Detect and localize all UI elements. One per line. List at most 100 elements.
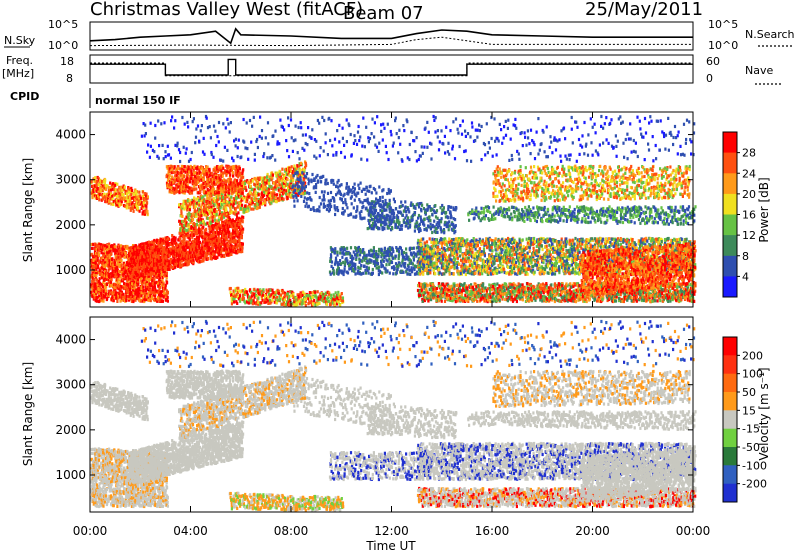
power-cell: [178, 191, 180, 194]
power-cell: [145, 205, 147, 208]
power-cell: [152, 288, 154, 291]
power-cell: [193, 166, 195, 169]
power-cell: [101, 180, 103, 183]
power-cell: [129, 197, 131, 200]
date-label: 25/May/2011: [585, 0, 703, 20]
power-cell: [181, 215, 183, 218]
power-cell: [138, 191, 140, 194]
nsky-series: [90, 29, 693, 43]
power-cell: [153, 242, 155, 245]
power-cell: [146, 210, 148, 213]
power-cell: [279, 183, 281, 186]
power-cell: [225, 235, 227, 238]
power-cell: [245, 189, 247, 192]
power-cell: [242, 243, 244, 246]
power-cell: [133, 210, 135, 213]
power-cell: [129, 288, 131, 291]
power-cell: [223, 248, 225, 251]
power-cell: [144, 292, 146, 295]
power-cell: [141, 274, 143, 277]
power-cell: [96, 300, 98, 303]
power-cell: [300, 162, 302, 165]
power-cell: [94, 184, 96, 187]
power-cell: [192, 259, 194, 262]
power-cell: [132, 207, 134, 210]
power-cell: [162, 252, 164, 255]
power-cell: [173, 258, 175, 261]
power-cell: [221, 217, 223, 220]
power-cell: [128, 203, 130, 206]
power-cell: [104, 295, 106, 298]
power-cell: [105, 289, 107, 292]
power-cell: [212, 220, 214, 223]
power-cell: [137, 278, 139, 281]
power-cell: [183, 224, 185, 227]
power-cell: [126, 192, 128, 195]
power-cell: [196, 236, 198, 239]
power-cell: [241, 246, 243, 249]
power-cell: [261, 177, 263, 180]
nsky-tick-top: 10^5: [48, 18, 78, 31]
power-cell: [162, 300, 164, 303]
power-cell: [293, 165, 295, 168]
power-cell: [189, 237, 191, 240]
power-cell: [210, 240, 212, 243]
power-cell: [99, 269, 101, 272]
power-cell: [151, 279, 153, 282]
power-cell: [216, 210, 218, 213]
cpid-label: CPID: [10, 90, 39, 103]
power-cell: [213, 253, 215, 256]
power-cell: [124, 256, 126, 259]
power-cell: [210, 205, 212, 208]
power-cell: [158, 287, 160, 290]
power-cell: [120, 259, 122, 262]
power-cell: [205, 232, 207, 235]
power-cell: [152, 272, 154, 275]
power-cell: [170, 186, 172, 189]
power-cell: [117, 278, 119, 281]
power-cell: [188, 262, 190, 265]
power-cell: [241, 204, 243, 207]
power-cell: [157, 242, 159, 245]
power-cell: [268, 182, 270, 185]
power-cell: [184, 237, 186, 240]
power-cell: [97, 187, 99, 190]
power-cell: [110, 252, 112, 255]
power-cell: [283, 198, 285, 201]
power-cell: [159, 266, 161, 269]
power-cell: [123, 282, 125, 285]
power-cell: [167, 237, 169, 240]
power-cell: [305, 164, 307, 167]
power-cell: [174, 165, 176, 168]
power-cell: [149, 278, 151, 281]
power-cell: [98, 198, 100, 201]
power-cell: [95, 274, 97, 277]
beam-label: Beam 07: [343, 3, 424, 24]
power-cell: [191, 227, 193, 230]
power-cell: [91, 280, 93, 283]
freq-tick-top: 18: [60, 55, 74, 68]
power-cell: [238, 239, 240, 242]
power-cell: [98, 254, 100, 257]
power-cell: [279, 170, 281, 173]
nsky-tick-bottom: 10^0: [48, 39, 78, 52]
power-cell: [218, 239, 220, 242]
power-cell: [252, 179, 254, 182]
power-cell: [207, 217, 209, 220]
power-cell: [132, 300, 134, 303]
power-cell: [230, 196, 232, 199]
power-cell: [139, 210, 141, 213]
power-cell: [191, 177, 193, 180]
power-cell: [99, 299, 101, 302]
power-cell: [246, 210, 248, 213]
power-cell: [183, 165, 185, 168]
power-cell: [212, 190, 214, 193]
power-cell: [177, 167, 179, 170]
power-cell: [224, 214, 226, 217]
power-cell: [135, 190, 137, 193]
power-cell: [228, 204, 230, 207]
power-cell: [96, 183, 98, 186]
power-cell: [284, 180, 286, 183]
power-cell: [237, 211, 239, 214]
power-cell: [264, 200, 266, 203]
